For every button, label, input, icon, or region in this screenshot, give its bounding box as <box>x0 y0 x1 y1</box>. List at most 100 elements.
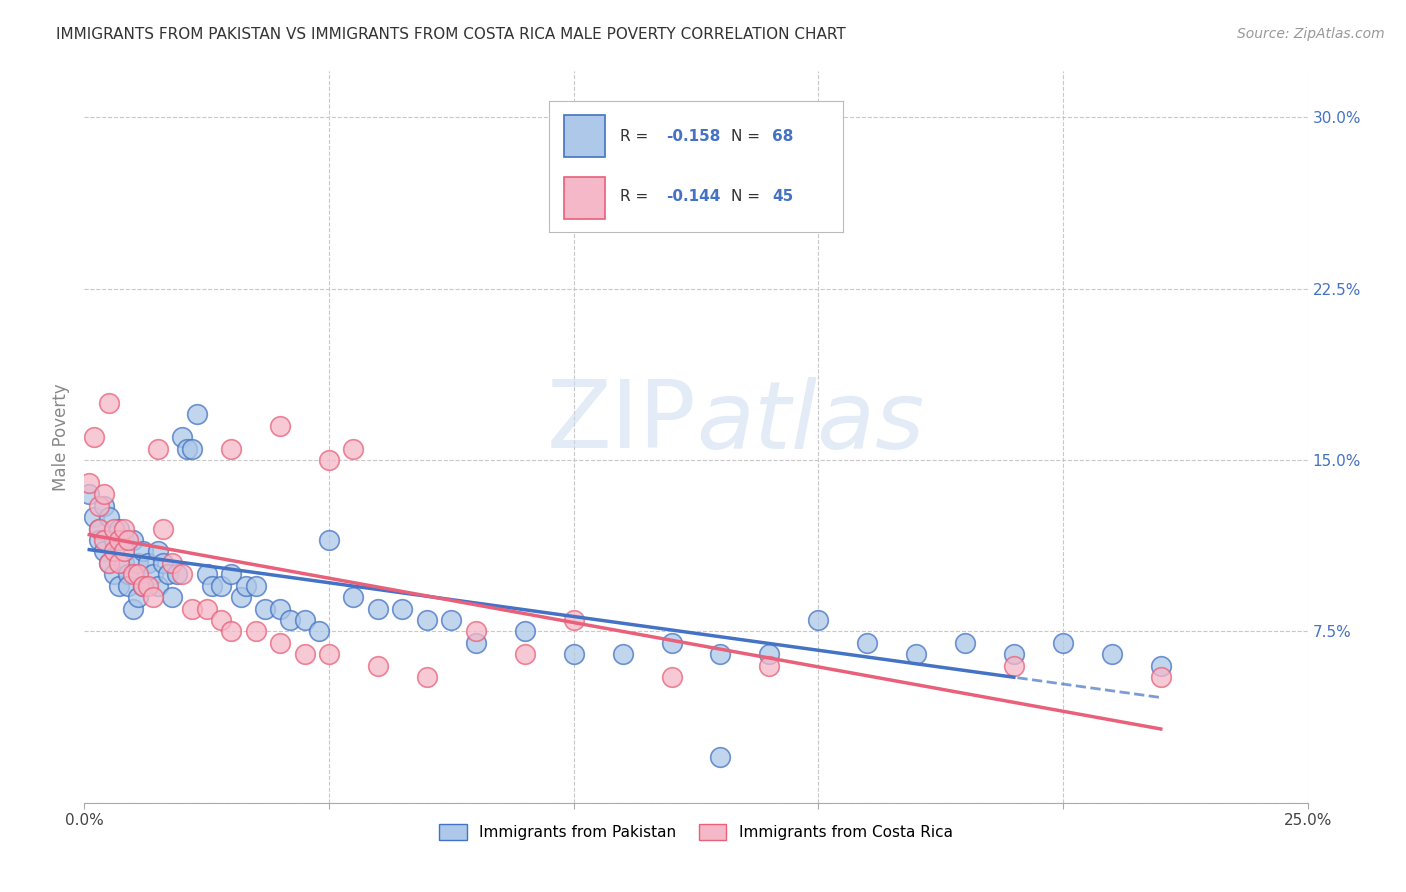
Point <box>97 556 120 570</box>
Point <box>152 521 174 535</box>
Point <box>136 556 159 570</box>
Point <box>209 613 232 627</box>
Point <box>294 613 316 627</box>
Point <box>117 533 139 547</box>
Point <box>87 521 110 535</box>
Point <box>562 647 585 661</box>
Point <box>235 579 257 593</box>
Point <box>136 579 159 593</box>
Point <box>87 533 110 547</box>
Legend: Immigrants from Pakistan, Immigrants from Costa Rica: Immigrants from Pakistan, Immigrants fro… <box>433 818 959 847</box>
Point <box>122 567 145 582</box>
Point <box>562 613 585 627</box>
Point <box>83 430 105 444</box>
Point <box>142 567 165 582</box>
Point <box>367 601 389 615</box>
Point <box>661 636 683 650</box>
Point <box>219 567 242 582</box>
Point <box>127 590 149 604</box>
Point <box>1002 647 1025 661</box>
Point <box>195 567 218 582</box>
Point <box>416 613 439 627</box>
Point <box>269 636 291 650</box>
Point <box>127 556 149 570</box>
Point <box>107 533 129 547</box>
Point <box>87 499 110 513</box>
Point <box>122 533 145 547</box>
Point <box>176 442 198 456</box>
Text: atlas: atlas <box>696 377 924 468</box>
Point <box>953 636 976 650</box>
Point <box>219 624 242 639</box>
Text: Source: ZipAtlas.com: Source: ZipAtlas.com <box>1237 27 1385 41</box>
Point <box>132 579 155 593</box>
Point <box>87 521 110 535</box>
Point <box>294 647 316 661</box>
Point <box>269 601 291 615</box>
Point <box>200 579 222 593</box>
Point <box>318 647 340 661</box>
Point <box>416 670 439 684</box>
Point <box>117 579 139 593</box>
Point <box>464 636 486 650</box>
Point <box>107 556 129 570</box>
Point <box>245 579 267 593</box>
Point <box>172 430 194 444</box>
Point <box>856 636 879 650</box>
Point <box>209 579 232 593</box>
Y-axis label: Male Poverty: Male Poverty <box>52 384 70 491</box>
Point <box>107 579 129 593</box>
Point <box>142 590 165 604</box>
Point <box>112 533 135 547</box>
Point <box>117 567 139 582</box>
Point <box>83 510 105 524</box>
Point <box>1002 658 1025 673</box>
Point <box>103 521 125 535</box>
Point <box>308 624 330 639</box>
Point <box>93 533 115 547</box>
Point <box>132 579 155 593</box>
Point <box>391 601 413 615</box>
Point <box>219 442 242 456</box>
Point <box>464 624 486 639</box>
Point <box>245 624 267 639</box>
Point <box>269 418 291 433</box>
Point <box>229 590 252 604</box>
Point <box>146 579 169 593</box>
Point <box>1052 636 1074 650</box>
Point <box>758 647 780 661</box>
Point <box>172 567 194 582</box>
Point <box>146 442 169 456</box>
Point <box>156 567 179 582</box>
Point <box>278 613 301 627</box>
Text: IMMIGRANTS FROM PAKISTAN VS IMMIGRANTS FROM COSTA RICA MALE POVERTY CORRELATION : IMMIGRANTS FROM PAKISTAN VS IMMIGRANTS F… <box>56 27 846 42</box>
Point <box>97 510 120 524</box>
Point <box>77 487 100 501</box>
Point <box>93 487 115 501</box>
Point <box>661 670 683 684</box>
Point <box>181 442 204 456</box>
Point <box>513 624 536 639</box>
Point <box>1101 647 1123 661</box>
Point <box>127 567 149 582</box>
Point <box>162 556 184 570</box>
Point <box>342 442 364 456</box>
Point <box>93 544 115 558</box>
Point <box>146 544 169 558</box>
Point <box>318 533 340 547</box>
Point <box>367 658 389 673</box>
Point <box>758 658 780 673</box>
Point <box>112 521 135 535</box>
Point <box>181 601 204 615</box>
Point <box>166 567 188 582</box>
Point <box>77 475 100 490</box>
Point <box>112 556 135 570</box>
Point <box>122 601 145 615</box>
Point <box>1150 658 1173 673</box>
Point <box>107 521 129 535</box>
Point <box>195 601 218 615</box>
Point <box>709 750 731 764</box>
Point <box>93 499 115 513</box>
Point <box>162 590 184 604</box>
Point <box>612 647 634 661</box>
